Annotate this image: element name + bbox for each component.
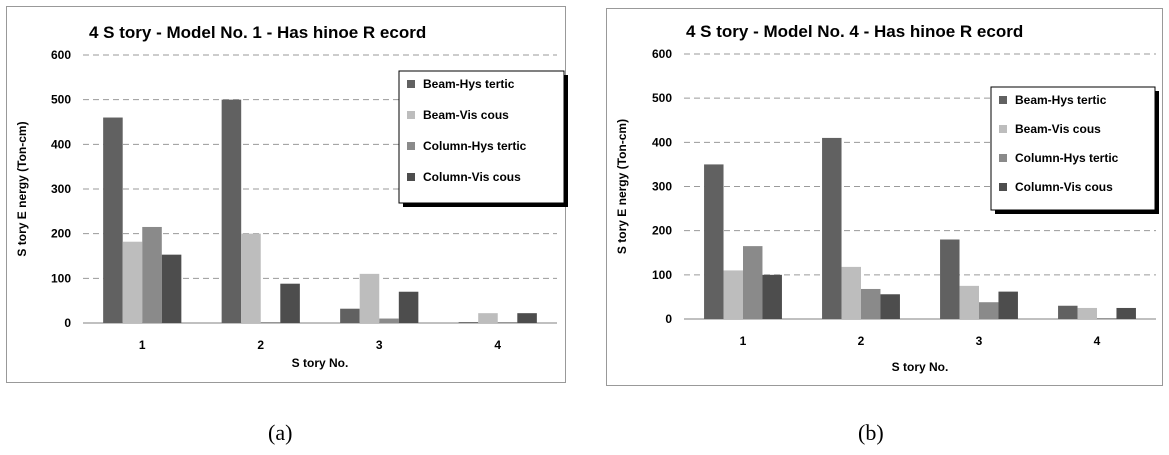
legend-swatch [407, 173, 415, 181]
legend-swatch [999, 96, 1007, 104]
x-axis-label: S tory No. [892, 360, 949, 374]
y-tick-label: 500 [652, 91, 672, 105]
x-tick-label: 2 [257, 338, 264, 352]
legend-entry: Column-Vis cous [1015, 180, 1113, 194]
x-tick-label: 1 [139, 338, 146, 352]
bar [841, 266, 861, 319]
bar [142, 226, 162, 323]
bar [704, 164, 724, 319]
y-tick-label: 400 [652, 135, 672, 149]
bar [743, 246, 763, 319]
bar [998, 291, 1018, 319]
bar [979, 302, 999, 319]
bar [478, 313, 498, 323]
legend-swatch [407, 142, 415, 150]
bar [1077, 307, 1097, 319]
bar [340, 308, 360, 323]
caption-a: (a) [268, 420, 293, 445]
x-tick-label: 4 [494, 338, 501, 352]
bar [861, 288, 881, 319]
bar [880, 294, 900, 319]
legend-entry: Column-Hys tertic [423, 139, 527, 153]
bar [940, 239, 960, 319]
bar [959, 285, 979, 319]
legend-box [398, 70, 565, 204]
legend-box [990, 86, 1156, 211]
bar [241, 233, 261, 323]
bar [497, 322, 518, 323]
y-tick-label: 600 [652, 47, 672, 61]
x-tick-label: 2 [858, 334, 865, 348]
bar [723, 270, 743, 319]
chart-a-svg: 4 S tory - Model No. 1 - Has hinoe R eco… [15, 23, 568, 370]
y-tick-label: 200 [652, 224, 672, 238]
x-axis-label: S tory No. [292, 356, 349, 370]
legend-entry: Beam-Vis cous [1015, 122, 1101, 136]
bar [161, 254, 182, 323]
bar [822, 137, 842, 319]
bar [379, 318, 399, 323]
legend-entry: Beam-Hys tertic [423, 77, 515, 91]
legend-entry: Column-Hys tertic [1015, 151, 1119, 165]
bar [103, 117, 123, 324]
y-tick-label: 100 [652, 268, 672, 282]
y-tick-label: 500 [51, 93, 71, 107]
bar [1058, 305, 1078, 319]
bar [1116, 307, 1136, 319]
bar [762, 274, 782, 319]
legend-swatch [999, 154, 1007, 162]
chart-panel-a: 4 S tory - Model No. 1 - Has hinoe R eco… [6, 6, 568, 383]
bar [517, 313, 537, 323]
chart-title: 4 S tory - Model No. 4 - Has hinoe R eco… [686, 22, 1023, 41]
y-tick-label: 300 [652, 180, 672, 194]
y-tick-label: 0 [665, 312, 672, 326]
bar [260, 322, 281, 323]
chart-panel-b: 4 S tory - Model No. 4 - Has hinoe R eco… [606, 8, 1163, 386]
y-tick-label: 600 [51, 48, 71, 62]
x-tick-label: 4 [1094, 334, 1101, 348]
x-tick-label: 1 [740, 334, 747, 348]
y-tick-label: 100 [51, 271, 71, 285]
caption-b: (b) [858, 420, 884, 445]
bar [122, 241, 143, 323]
bar [221, 99, 242, 324]
y-tick-label: 0 [64, 316, 71, 330]
bar [398, 291, 419, 323]
legend-swatch [407, 80, 415, 88]
chart-b-svg: 4 S tory - Model No. 4 - Has hinoe R eco… [615, 22, 1159, 374]
legend-entry: Beam-Vis cous [423, 108, 509, 122]
legend-swatch [999, 125, 1007, 133]
bar [458, 322, 479, 323]
legend-swatch [407, 111, 415, 119]
bar [1097, 318, 1117, 319]
y-axis-label: S tory E nergy (Ton-cm) [15, 121, 29, 256]
chart-title: 4 S tory - Model No. 1 - Has hinoe R eco… [89, 23, 426, 42]
legend-entry: Beam-Hys tertic [1015, 93, 1107, 107]
bar [359, 273, 380, 323]
y-tick-label: 400 [51, 137, 71, 151]
x-tick-label: 3 [376, 338, 383, 352]
y-tick-label: 300 [51, 182, 71, 196]
y-tick-label: 200 [51, 227, 71, 241]
x-tick-label: 3 [976, 334, 983, 348]
legend-entry: Column-Vis cous [423, 170, 521, 184]
legend-swatch [999, 183, 1007, 191]
bar [280, 283, 300, 323]
y-axis-label: S tory E nergy (Ton-cm) [615, 119, 629, 254]
